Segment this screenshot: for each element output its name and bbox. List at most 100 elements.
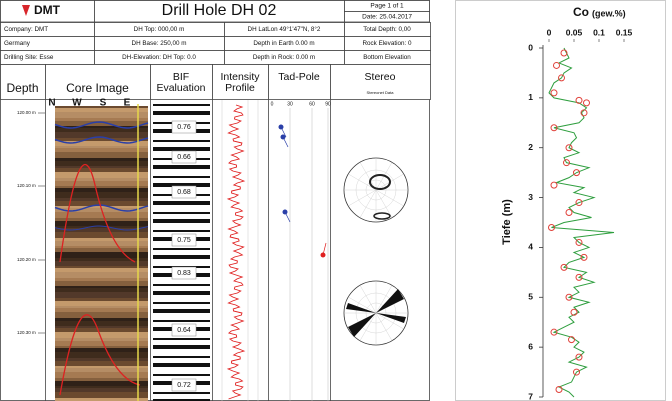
column-header-cell: [0, 64, 46, 100]
log-body: 120.00 m 120.10 m 120.20 m 120.30 m 0.76 0.66…: [17, 100, 409, 401]
core-stripe: [55, 288, 148, 292]
core-stripe: [55, 181, 148, 186]
core-stripe: [55, 398, 148, 401]
core-stripe: [55, 386, 148, 388]
y-tick-label: 0: [528, 42, 533, 52]
sample-marker: [553, 61, 560, 69]
core-stripe: [55, 346, 148, 348]
column-header-cell: [212, 64, 269, 100]
column-header: Core Image: [66, 81, 129, 95]
core-trace: [54, 225, 149, 231]
core-stripe: [55, 301, 148, 306]
info-text: Company: DMT: [4, 26, 48, 33]
y-tick-label: 7: [528, 391, 533, 401]
logo: DMT: [34, 3, 61, 17]
bif-bar: [153, 219, 210, 223]
bif-bar: [153, 399, 210, 401]
bif-bar: [153, 183, 210, 187]
core-stripe: [55, 258, 148, 261]
core-stripe: [55, 272, 148, 278]
bif-value-box: [171, 185, 197, 199]
sample-marker: [550, 328, 558, 336]
bif-value: 0.64: [177, 327, 191, 334]
core-stripe: [55, 158, 148, 161]
core-stripe: [55, 381, 148, 386]
stereonet-ring: [365, 302, 387, 324]
info-text: Rock Elevation: 0: [362, 40, 411, 47]
core-stripe: [55, 392, 148, 398]
orientation-label: S: [100, 98, 107, 109]
bif-bar: [153, 201, 210, 205]
info-text: Depth in Rock: 0.00 m: [253, 54, 315, 61]
core-stripe: [55, 201, 148, 206]
sample-marker: [550, 181, 558, 189]
core-stripe: [55, 212, 148, 218]
core-stripe: [55, 141, 148, 146]
column-header: Stereo: [365, 71, 396, 83]
bif-bar: [153, 345, 210, 349]
core-stripe: [55, 368, 148, 372]
log-title: Drill Hole DH 02: [162, 2, 277, 19]
core-trace: [54, 204, 149, 212]
sample-marker: [570, 308, 578, 316]
date-cell: [344, 11, 430, 23]
tadpole-tail: [322, 242, 327, 256]
sample-marker: [565, 209, 573, 217]
core-trace: [54, 121, 149, 129]
info-text: Drilling Site: Esse: [4, 54, 54, 61]
stereonet-ring: [355, 292, 397, 334]
info-text: Total Depth: 0,00: [363, 26, 411, 33]
sample-marker: [548, 223, 555, 231]
core-stripe: [55, 332, 148, 338]
core-stripe: [55, 308, 148, 312]
core-stripe: [55, 341, 148, 346]
chart: 0 0.05 0.1 0.15 0 1 2 3 4 5 6 7: [528, 27, 632, 401]
sample-marker: [568, 336, 575, 344]
info-text: DH Top: 000,00 m: [134, 26, 185, 33]
core-stripe: [55, 378, 148, 381]
bif-bar: [153, 392, 210, 394]
tadpole-tail: [282, 136, 289, 148]
core-stripe: [55, 192, 148, 198]
stereo-subtitle: Stereonet Data: [367, 90, 395, 95]
core-trace: [54, 136, 149, 144]
core-stripe: [55, 326, 148, 328]
core-stripe: [55, 238, 148, 241]
bif-bar: [153, 356, 210, 358]
core-stripe: [55, 358, 148, 361]
core-stripe: [55, 206, 148, 208]
bif-value: 0.66: [177, 154, 191, 161]
bif-bar: [153, 104, 210, 106]
info-text: Depth in Earth 0.00 m: [253, 40, 314, 47]
sample-marker: [583, 99, 590, 107]
sample-marker: [580, 109, 588, 117]
orientation-label: W: [72, 98, 82, 109]
core-stripe: [55, 106, 148, 108]
sample-marker: [573, 368, 580, 376]
rose-petal: [346, 289, 406, 337]
date: Date: 25.04.2017: [362, 14, 412, 21]
chart-frame: [455, 0, 666, 401]
sample-marker: [565, 293, 573, 301]
core-stripe: [55, 148, 148, 152]
sample-marker: [575, 273, 583, 281]
tadpole-scale: 60: [309, 101, 315, 107]
info-text: Bottom Elevation: [363, 54, 411, 61]
orientation-label: N: [48, 98, 55, 109]
orientation-label: E: [124, 98, 131, 109]
core-stripe: [55, 318, 148, 321]
core-stripe: [55, 186, 148, 188]
tadpole-tail: [280, 126, 287, 138]
bif-value-box: [171, 150, 197, 164]
core-stripe: [55, 108, 148, 112]
y-tick-label: 4: [528, 242, 533, 252]
y-axis-label: Tiefe (m): [501, 199, 513, 245]
core-trace: [59, 163, 136, 263]
sample-marker: [575, 96, 583, 104]
sample-marker: [560, 49, 568, 57]
core-stripe: [55, 221, 148, 226]
sample-marker: [555, 386, 563, 394]
core-stripe: [55, 128, 148, 132]
sample-marker: [550, 124, 558, 132]
